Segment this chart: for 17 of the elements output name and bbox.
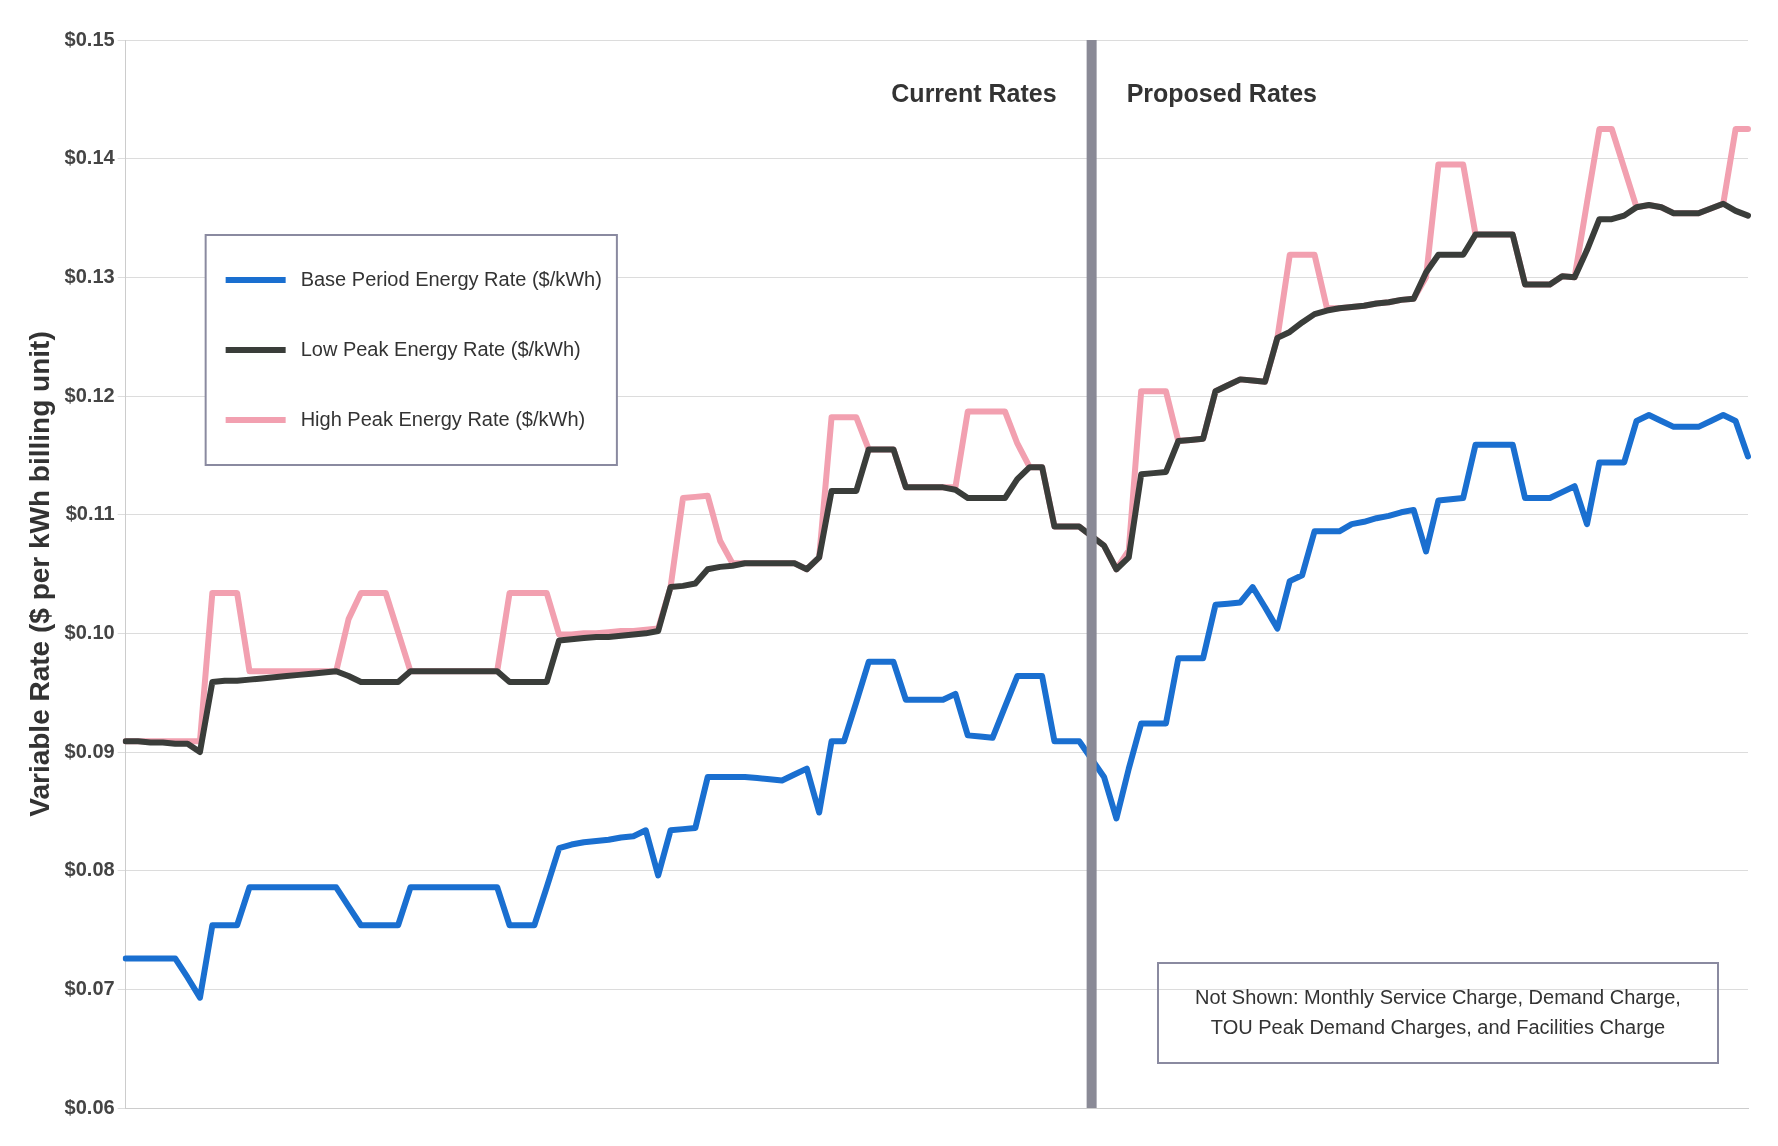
y-tick-label: $0.12 — [64, 383, 115, 406]
y-tick-label: $0.15 — [64, 27, 115, 50]
y-tick-label: $0.07 — [64, 976, 115, 999]
legend-label: Low Peak Energy Rate ($/kWh) — [300, 337, 581, 360]
y-axis-title: Variable Rate ($ per kWh billing unit) — [23, 331, 55, 817]
y-tick-label: $0.06 — [64, 1095, 115, 1118]
annotation: Proposed Rates — [1126, 78, 1317, 107]
annotation: Not Shown: Monthly Service Charge, Demand Charge, TOU Peak Demand Charges, and Facilities Charge — [1195, 985, 1681, 1038]
y-tick-label: $0.11 — [65, 502, 115, 525]
legend-label: Base Period Energy Rate ($/kWh) — [300, 267, 602, 290]
y-tick-label: $0.09 — [64, 739, 115, 762]
y-tick-label: $0.14 — [64, 146, 116, 169]
y-tick-label: $0.10 — [64, 620, 115, 643]
legend-label: High Peak Energy Rate ($/kWh) — [300, 407, 586, 430]
y-tick-label: $0.13 — [64, 264, 115, 287]
y-tick-label: $0.08 — [64, 858, 115, 881]
annotation: Current Rates — [891, 78, 1057, 107]
